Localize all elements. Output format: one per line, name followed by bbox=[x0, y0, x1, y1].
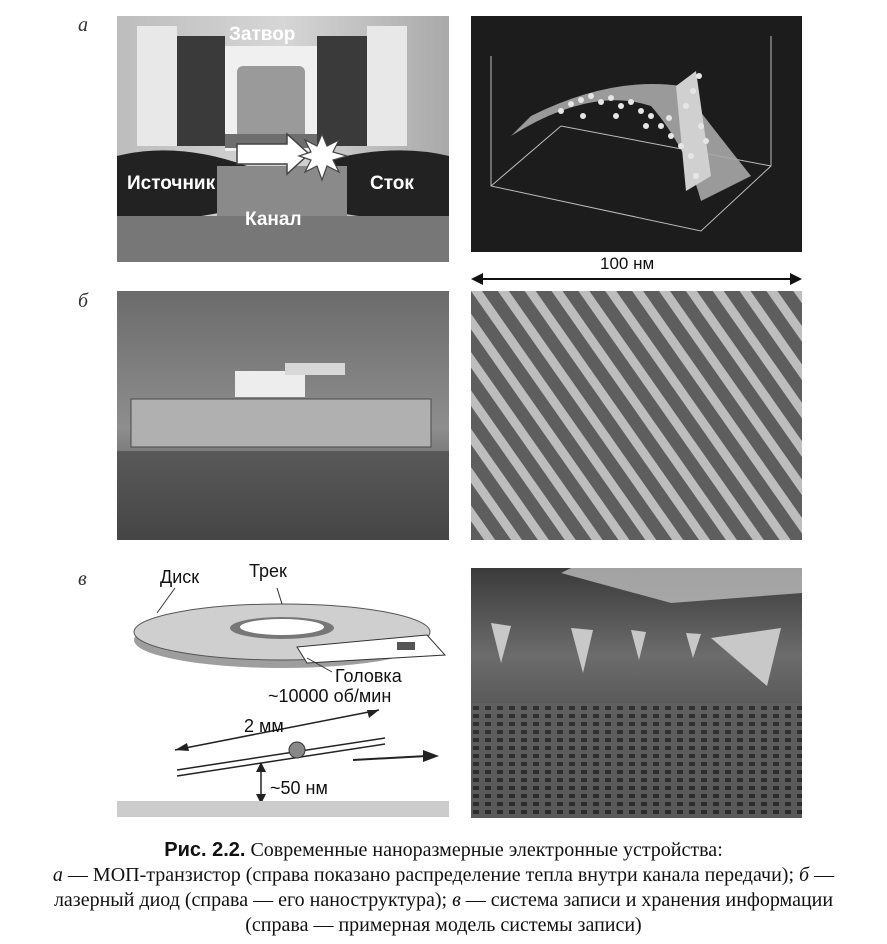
gap-label: ~50 нм bbox=[270, 778, 328, 798]
heat-distribution-drawing bbox=[471, 16, 802, 252]
laser-diode-drawing bbox=[117, 291, 449, 540]
gate-label: Затвор bbox=[229, 24, 296, 45]
head-label: Головка bbox=[335, 666, 402, 686]
panel-letter-v: в bbox=[78, 568, 87, 590]
laser-diode-image bbox=[117, 291, 449, 540]
disk-label: Диск bbox=[160, 567, 200, 587]
drain-label: Сток bbox=[370, 173, 414, 194]
write-system-model-drawing bbox=[471, 568, 802, 818]
track-label: Трек bbox=[249, 561, 287, 581]
scale-bar-label: 100 нм bbox=[596, 254, 659, 274]
write-system-model-image bbox=[471, 568, 802, 818]
disk-drive-schematic bbox=[117, 587, 449, 817]
caption-b-letter: б bbox=[799, 864, 810, 886]
caption-a-text: — МОП-транзистор (справа показано распре… bbox=[67, 864, 795, 886]
length-label: 2 мм bbox=[244, 716, 284, 736]
caption-b-text: — лазерный диод (справа — его нанострукт… bbox=[53, 864, 835, 911]
mosfet-cross-section-image: Затвор Источник Сток Канал bbox=[117, 16, 449, 262]
source-label: Источник bbox=[127, 173, 216, 194]
mosfet-drawing bbox=[117, 16, 449, 262]
panel-letter-b: б bbox=[78, 290, 89, 312]
nanostructure-image bbox=[471, 291, 802, 540]
channel-label: Канал bbox=[245, 209, 302, 230]
nanostructure-drawing bbox=[471, 291, 802, 540]
rpm-label: ~10000 об/мин bbox=[268, 686, 392, 706]
caption-a-letter: а bbox=[52, 864, 63, 886]
scale-bar-arrow bbox=[471, 273, 802, 285]
caption-title: Современные наноразмерные электронные ус… bbox=[250, 839, 723, 861]
panel-letter-a: а bbox=[78, 14, 88, 36]
figure-caption: Рис. 2.2. Современные наноразмерные элек… bbox=[20, 838, 867, 938]
caption-v-letter: в bbox=[452, 889, 461, 911]
caption-v-text: — система записи и хранения информации (… bbox=[245, 889, 834, 936]
heat-distribution-image bbox=[471, 16, 802, 252]
caption-figure-label: Рис. 2.2. bbox=[164, 839, 246, 861]
